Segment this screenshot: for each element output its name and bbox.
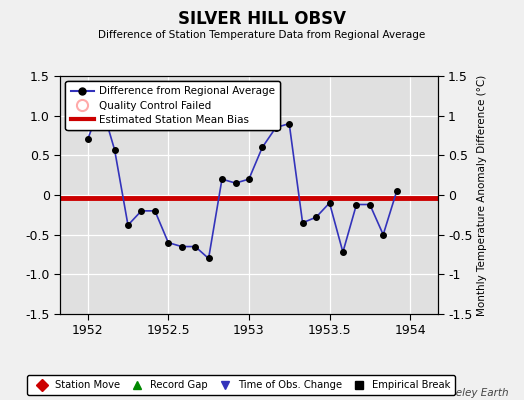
Point bbox=[352, 201, 361, 208]
Point bbox=[204, 255, 213, 262]
Point bbox=[245, 176, 253, 182]
Text: SILVER HILL OBSV: SILVER HILL OBSV bbox=[178, 10, 346, 28]
Point bbox=[285, 120, 293, 127]
Point bbox=[191, 243, 200, 250]
Y-axis label: Monthly Temperature Anomaly Difference (°C): Monthly Temperature Anomaly Difference (… bbox=[477, 74, 487, 316]
Point bbox=[271, 124, 280, 131]
Point bbox=[137, 208, 146, 214]
Point bbox=[258, 144, 267, 151]
Point bbox=[178, 243, 186, 250]
Legend: Difference from Regional Average, Quality Control Failed, Estimated Station Mean: Difference from Regional Average, Qualit… bbox=[66, 81, 280, 130]
Point bbox=[325, 200, 334, 206]
Point bbox=[218, 176, 226, 182]
Text: Berkeley Earth: Berkeley Earth bbox=[432, 388, 508, 398]
Point bbox=[379, 232, 387, 238]
Point bbox=[83, 136, 92, 143]
Point bbox=[339, 249, 347, 255]
Legend: Station Move, Record Gap, Time of Obs. Change, Empirical Break: Station Move, Record Gap, Time of Obs. C… bbox=[27, 375, 455, 395]
Text: Difference of Station Temperature Data from Regional Average: Difference of Station Temperature Data f… bbox=[99, 30, 425, 40]
Point bbox=[298, 220, 307, 226]
Point bbox=[164, 239, 172, 246]
Point bbox=[151, 208, 159, 214]
Point bbox=[392, 188, 401, 194]
Point bbox=[312, 214, 320, 220]
Point bbox=[97, 100, 105, 107]
Point bbox=[124, 222, 132, 228]
Point bbox=[231, 180, 239, 186]
Point bbox=[366, 201, 374, 208]
Point bbox=[111, 146, 119, 153]
